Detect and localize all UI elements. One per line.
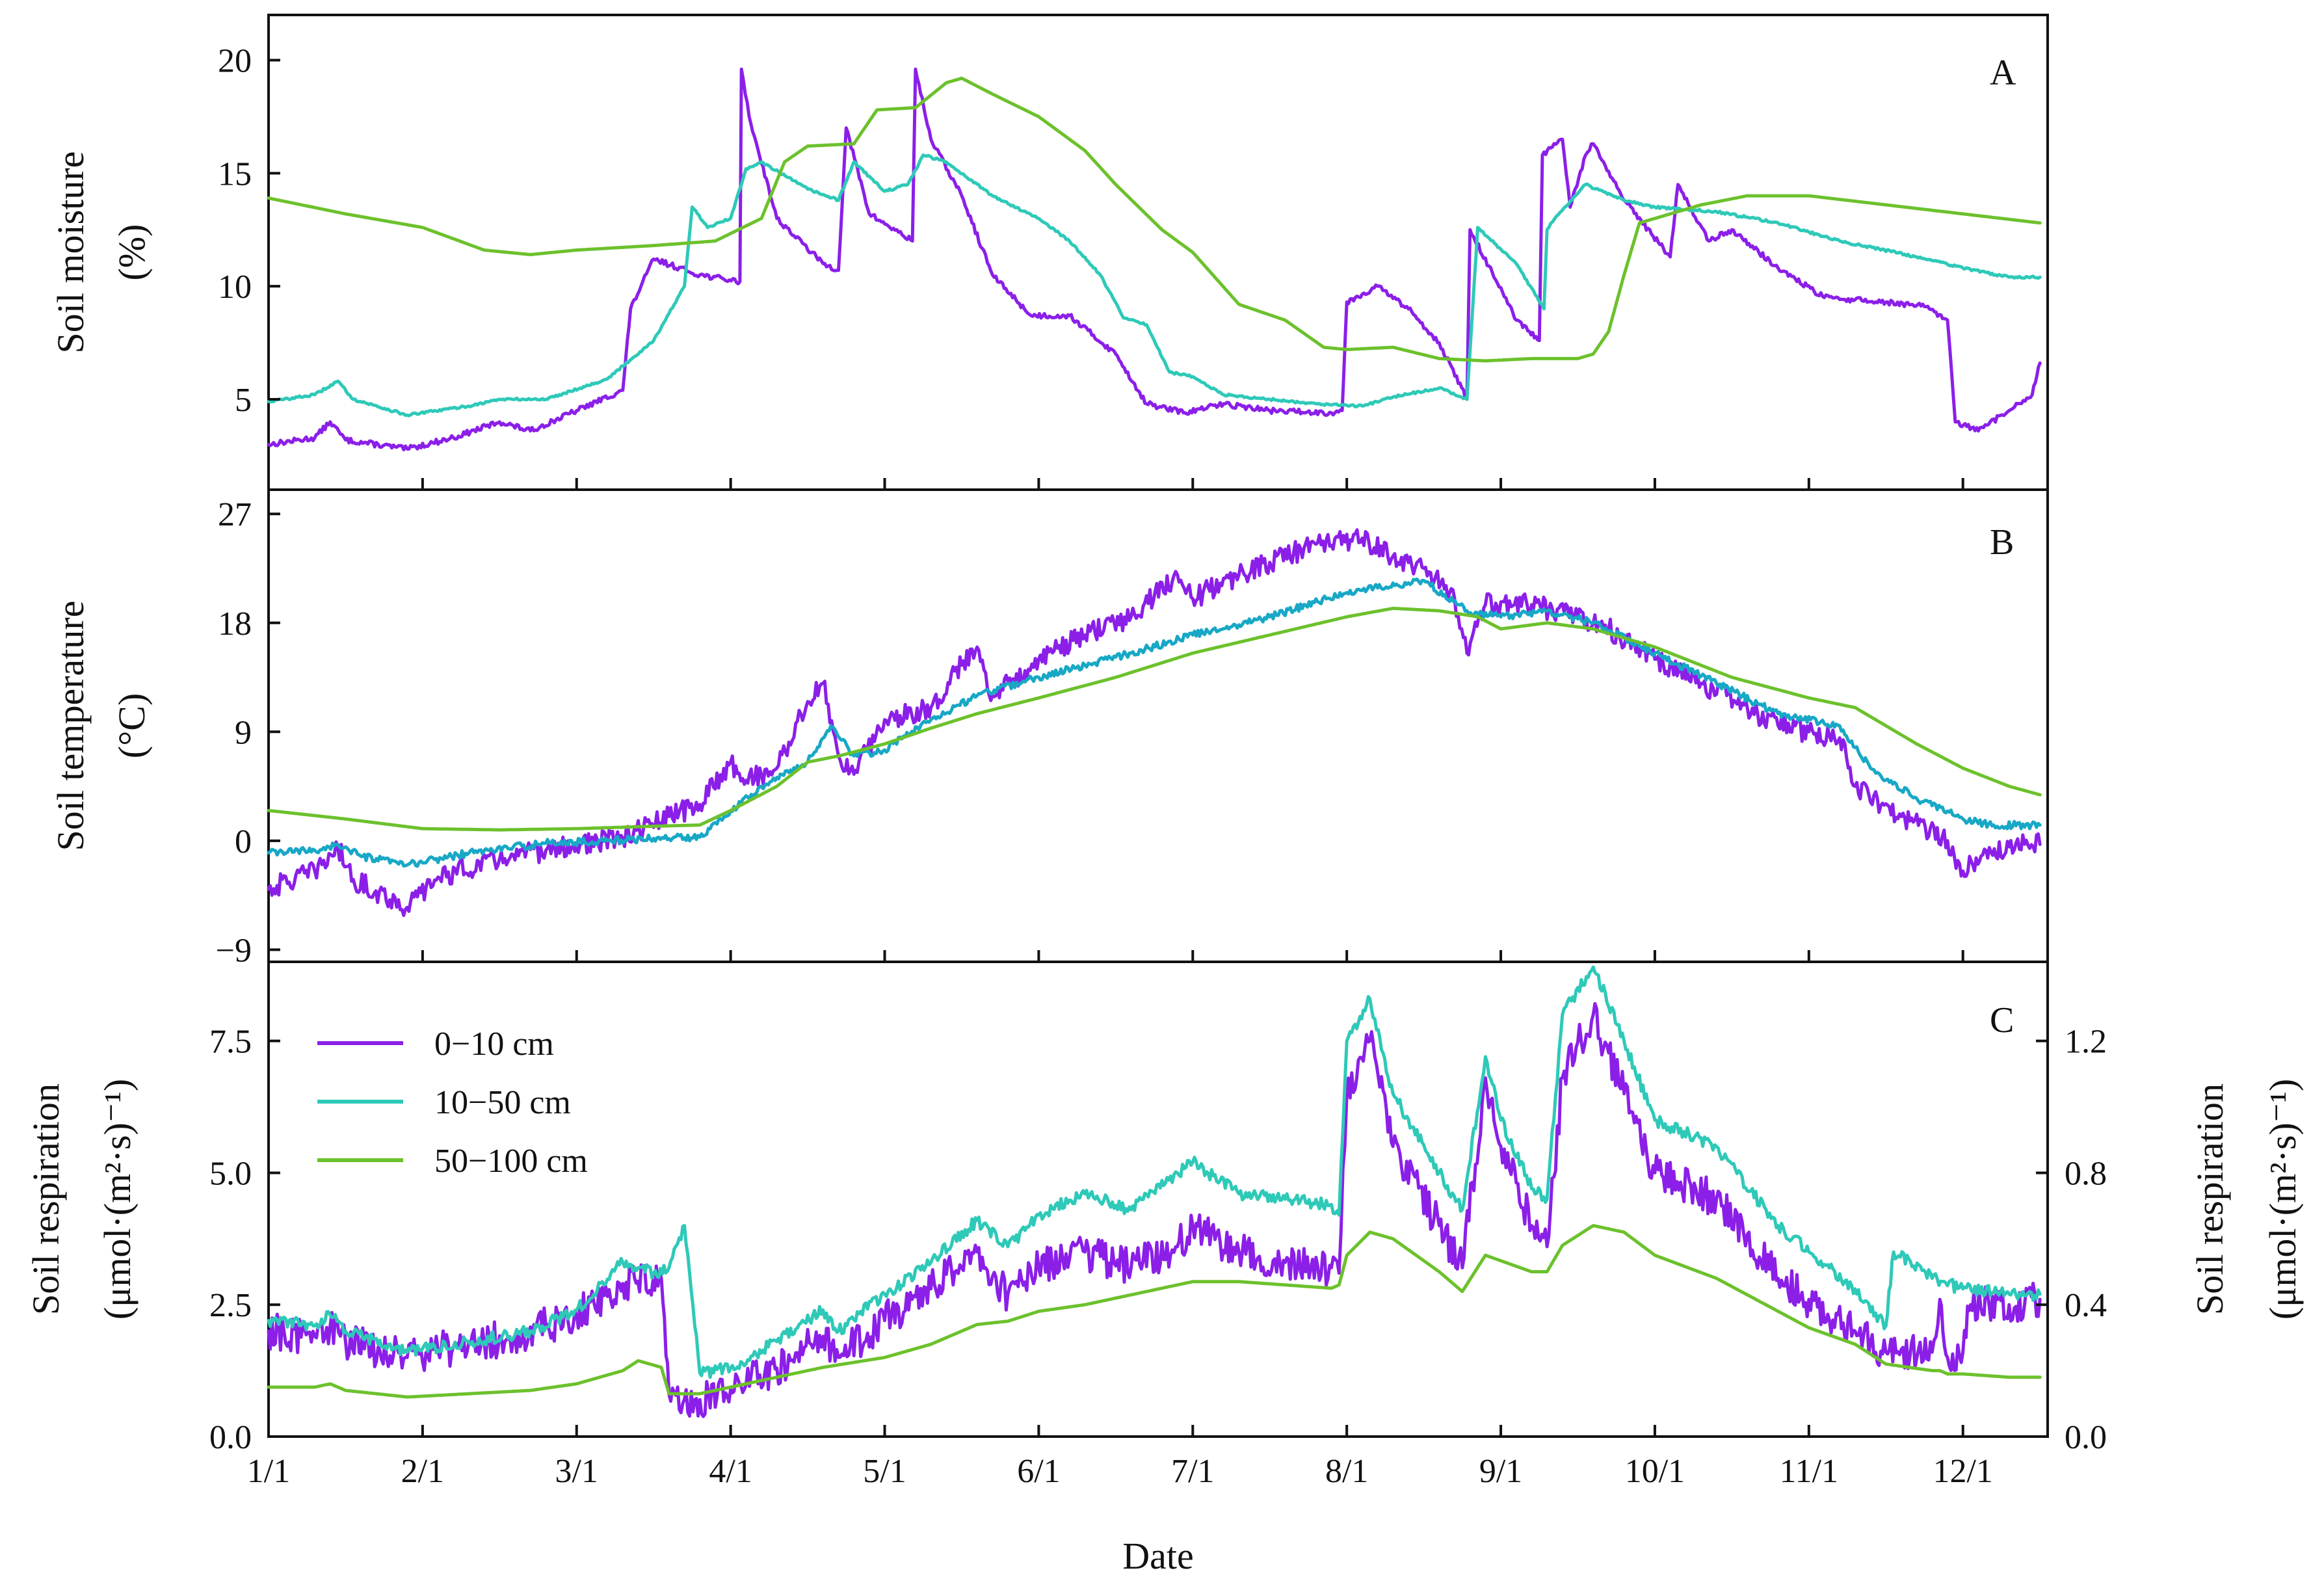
panel-b-ytick-label: −9 <box>216 932 252 969</box>
panel-c-left-ylabel-line1: Soil respiration <box>25 1083 67 1315</box>
panel-c-right-ylabel-line1: Soil respiration <box>2189 1083 2231 1315</box>
panel-a-ylabel-line1: Soil moisture <box>49 152 92 354</box>
panel-c-right-ytick-label: 0.4 <box>2065 1287 2107 1324</box>
panel-c-series-10-50-cm <box>267 965 2042 1379</box>
x-tick-label: 7/1 <box>1171 1453 1214 1490</box>
legend-label-50-100: 50−100 cm <box>434 1143 588 1180</box>
panel-b-soil-temperature: −9 0 9 18 27 B Soil temperature (°C) <box>49 488 2049 969</box>
panel-a-ytick-label: 15 <box>218 155 252 192</box>
panel-b-ytick-label: 9 <box>235 714 252 751</box>
panel-b-y-axis: −9 0 9 18 27 <box>216 496 280 969</box>
panel-letter-a: A <box>1990 53 2016 93</box>
x-tick-label: 5/1 <box>863 1453 906 1490</box>
panel-b-series-10-50-cm <box>267 577 2042 868</box>
x-tick-label: 11/1 <box>1780 1453 1839 1490</box>
legend-label-0-10: 0−10 cm <box>434 1026 554 1063</box>
panel-c-y-axis-left: 0.0 2.5 5.0 7.5 <box>209 1024 280 1456</box>
panel-a-y-axis: 5 10 15 20 <box>218 43 280 419</box>
panel-c-y-axis-right: 0.0 0.4 0.8 1.2 <box>2036 1024 2107 1456</box>
panel-a-ytick-label: 10 <box>218 269 252 306</box>
panel-c-series-50-100-cm <box>267 1224 2042 1399</box>
panel-b-series-50-100-cm <box>267 606 2042 832</box>
x-tick-label: 8/1 <box>1325 1453 1368 1490</box>
x-tick-label: 9/1 <box>1479 1453 1522 1490</box>
panel-c-x-axis: 1/1 2/1 3/1 4/1 5/1 6/1 7/1 8/1 9/1 10/1 11/1 12/1 <box>247 1425 1993 1490</box>
panel-a-x-ticks <box>267 478 1964 490</box>
panel-a-soil-moisture: 5 10 15 20 A Soil moisture (%) <box>49 14 2049 491</box>
x-tick-label: 4/1 <box>709 1453 752 1490</box>
panel-c-soil-respiration: 0.0 2.5 5.0 7.5 0.0 0.4 0.8 1.2 1/1 2/1 3/1 4/1 5/… <box>25 961 2304 1490</box>
panel-c-frame <box>267 961 2049 1438</box>
panel-a-series-10-50-cm <box>267 153 2042 418</box>
panel-a-ytick-label: 5 <box>235 382 252 419</box>
panel-a-ytick-label: 20 <box>218 43 252 80</box>
legend: 0−10 cm 10−50 cm 50−100 cm <box>317 1026 588 1180</box>
legend-label-10-50: 10−50 cm <box>434 1084 571 1121</box>
panel-letter-c: C <box>1990 1000 2014 1041</box>
x-tick-label: 2/1 <box>401 1453 444 1490</box>
panel-c-right-ytick-label: 0.0 <box>2065 1419 2107 1456</box>
panel-a-series-50-100-cm <box>267 76 2042 363</box>
x-tick-label: 3/1 <box>555 1453 598 1490</box>
panel-c-right-ylabel-line2: (μmol·(m²·s)⁻¹) <box>2262 1079 2304 1320</box>
panel-c-right-ytick-label: 0.8 <box>2065 1155 2107 1192</box>
panel-a-series-0-10-cm <box>267 67 2042 451</box>
panel-b-ytick-label: 18 <box>218 605 252 643</box>
x-axis-title: Date <box>1122 1535 1194 1577</box>
panel-c-ytick-label: 7.5 <box>209 1024 252 1061</box>
panel-a-series-group <box>267 67 2042 451</box>
panel-c-ytick-label: 5.0 <box>209 1155 252 1192</box>
panel-b-ylabel-line2: (°C) <box>111 693 153 759</box>
panel-c-left-ylabel-line2: (μmol·(m²·s)⁻¹) <box>96 1079 139 1320</box>
panel-c-ytick-label: 0.0 <box>209 1419 252 1456</box>
panel-b-ylabel-line1: Soil temperature <box>49 601 92 851</box>
x-tick-label: 1/1 <box>247 1453 290 1490</box>
x-tick-label: 10/1 <box>1625 1453 1685 1490</box>
panel-c-right-ytick-label: 1.2 <box>2065 1024 2107 1061</box>
panel-c-series-group <box>267 965 2042 1418</box>
panel-b-x-ticks <box>267 950 1964 962</box>
panel-c-ytick-label: 2.5 <box>209 1287 252 1324</box>
x-tick-label: 12/1 <box>1933 1453 1992 1490</box>
panel-a-ylabel-line2: (%) <box>111 224 153 281</box>
x-tick-label: 6/1 <box>1017 1453 1060 1490</box>
panel-b-series-group <box>267 528 2042 918</box>
panel-b-ytick-label: 0 <box>235 823 252 860</box>
panel-letter-b: B <box>1990 522 2014 563</box>
panel-b-series-0-10-cm <box>267 528 2042 918</box>
panel-b-ytick-label: 27 <box>218 496 252 533</box>
